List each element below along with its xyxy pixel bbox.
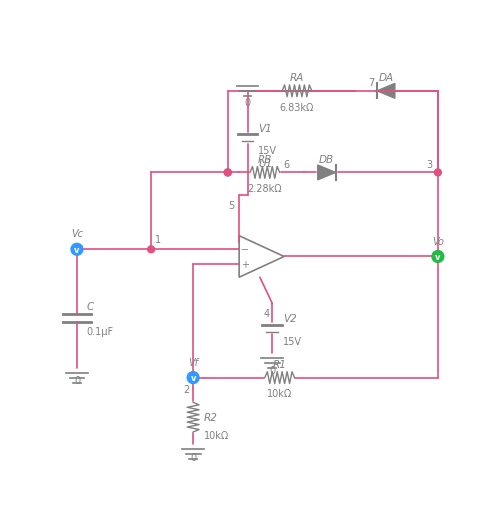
Text: 0.1μF: 0.1μF [87,326,114,336]
Text: RA: RA [290,73,304,83]
Text: Vo: Vo [432,236,444,246]
Text: 10kΩ: 10kΩ [204,430,230,440]
Text: R1: R1 [272,359,286,369]
Text: DA: DA [378,73,394,83]
Polygon shape [318,165,336,181]
Text: 5: 5 [228,200,234,210]
Circle shape [432,251,444,263]
Text: C: C [87,301,94,311]
Text: 2.28kΩ: 2.28kΩ [248,184,282,194]
Text: 1: 1 [155,235,161,245]
Circle shape [434,253,442,261]
Text: V2: V2 [283,314,297,324]
Circle shape [148,246,154,253]
Circle shape [224,169,231,177]
Text: 6.83kΩ: 6.83kΩ [280,102,314,112]
Text: 15V: 15V [283,336,302,346]
Text: RB: RB [258,154,272,164]
Text: 0: 0 [269,365,276,376]
Circle shape [190,375,196,381]
Polygon shape [377,84,395,99]
Text: 0: 0 [74,376,80,385]
Text: 6: 6 [283,160,290,169]
Text: V1: V1 [258,124,272,133]
Text: v: v [190,374,196,382]
Text: 7: 7 [368,78,375,88]
Text: 15V: 15V [258,146,278,156]
Text: 10kΩ: 10kΩ [267,389,292,399]
Text: 0: 0 [244,98,250,108]
Text: 4: 4 [264,309,270,319]
Text: DB: DB [319,154,334,164]
Circle shape [71,244,83,256]
Text: 0: 0 [190,452,196,462]
Circle shape [434,169,442,177]
Text: U1: U1 [258,158,272,168]
Text: +: + [242,260,250,270]
Text: v: v [74,245,80,254]
Text: v: v [435,252,440,262]
Circle shape [224,169,231,177]
Text: R2: R2 [204,412,218,422]
Text: Vf: Vf [188,357,198,367]
Text: 3: 3 [426,160,432,169]
Text: Vc: Vc [71,229,83,239]
Text: 2: 2 [183,384,189,394]
Circle shape [187,372,199,384]
Text: −: − [242,244,250,254]
